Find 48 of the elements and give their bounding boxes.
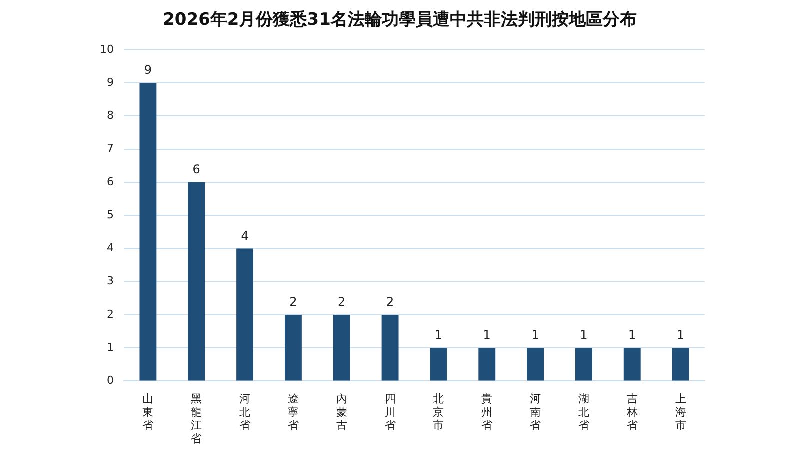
data-label: 6	[192, 162, 200, 177]
data-label: 9	[144, 63, 152, 78]
y-tick-label: 5	[106, 208, 114, 222]
y-tick-label: 7	[106, 142, 114, 156]
x-tick-label: 山東省	[142, 392, 154, 432]
bar	[188, 182, 206, 381]
bar	[430, 348, 448, 381]
y-tick-label: 1	[106, 340, 114, 354]
y-tick-label: 0	[106, 374, 114, 388]
data-label: 2	[338, 295, 346, 310]
data-label: 2	[386, 295, 394, 310]
bar	[575, 348, 592, 381]
data-label: 1	[483, 328, 491, 342]
y-tick-label: 3	[106, 274, 114, 288]
x-tick-label: 黑龍江省	[191, 392, 202, 446]
x-tick-label: 貴州省	[482, 392, 493, 432]
y-tick-label: 4	[106, 242, 114, 255]
x-tick-label: 河北省	[240, 392, 251, 432]
chart-title: 2026年2月份獲悉31名法輪功學員遭中共非法判刑按地區分布	[162, 9, 638, 31]
x-tick-label: 湖北省	[578, 392, 590, 432]
bar	[236, 248, 254, 381]
data-label: 1	[628, 328, 636, 342]
bar	[527, 348, 544, 381]
x-tick-label: 遼寧省	[288, 392, 299, 432]
y-tick-label: 10	[100, 42, 114, 56]
bar	[624, 348, 641, 381]
y-tick-label: 8	[106, 109, 114, 122]
data-label: 1	[532, 328, 540, 342]
bar	[478, 348, 496, 381]
x-tick-label: 河南省	[530, 392, 542, 432]
bar	[382, 314, 399, 381]
x-tick-label: 上海市	[675, 392, 686, 432]
data-label: 4	[241, 228, 249, 243]
y-tick-label: 6	[106, 175, 114, 188]
data-label: 1	[434, 328, 443, 342]
x-tick-label: 吉林省	[626, 392, 638, 432]
bar	[333, 314, 350, 381]
data-label: 2	[290, 295, 298, 310]
bar	[140, 83, 157, 381]
x-tick-label: 北京市	[433, 392, 444, 432]
bar	[284, 314, 302, 381]
x-tick-label: 四川省	[384, 392, 396, 432]
x-tick-label: 內蒙古	[336, 392, 348, 432]
data-label: 1	[580, 328, 588, 342]
y-tick-label: 9	[106, 76, 114, 89]
bar	[672, 348, 690, 381]
data-label: 1	[676, 328, 685, 342]
y-tick-label: 2	[106, 308, 114, 321]
